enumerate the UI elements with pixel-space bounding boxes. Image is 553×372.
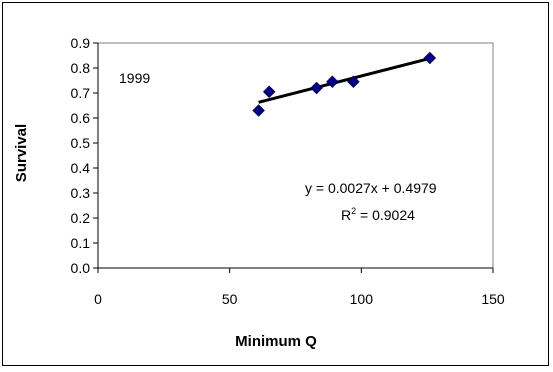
y-tick-label: 0.8 xyxy=(71,60,91,76)
year-annotation: 1999 xyxy=(119,70,150,86)
trendline xyxy=(258,57,431,104)
y-tick-label: 0.0 xyxy=(71,260,91,276)
r-squared-value: = 0.9024 xyxy=(356,207,415,223)
r-squared-prefix: R xyxy=(341,207,351,223)
x-tick-label: 0 xyxy=(94,291,102,307)
data-point-diamond xyxy=(252,104,265,117)
equation-annotation: y = 0.0027x + 0.4979 xyxy=(305,180,437,196)
x-tick-label: 100 xyxy=(350,291,374,307)
chart-svg: 0.0 0.1 0.2 0.3 0.4 0.5 0.6 0.7 0.8 0.9 0 50 100 150… xyxy=(13,35,505,350)
x-tick-label: 50 xyxy=(222,291,238,307)
y-axis: 0.0 0.1 0.2 0.3 0.4 0.5 0.6 0.7 0.8 0.9 xyxy=(71,35,99,276)
data-point-diamond xyxy=(423,51,437,65)
x-tick-label: 150 xyxy=(481,291,505,307)
y-tick-label: 0.7 xyxy=(71,85,91,101)
data-point-diamond xyxy=(310,81,323,95)
r-squared-superscript: 2 xyxy=(351,206,356,216)
chart-frame: 0.0 0.1 0.2 0.3 0.4 0.5 0.6 0.7 0.8 0.9 0 50 100 150… xyxy=(2,2,549,366)
data-point-diamond xyxy=(262,85,276,99)
plot-area xyxy=(97,42,494,269)
y-tick-label: 0.2 xyxy=(71,210,91,226)
y-axis-title: Survival xyxy=(13,124,30,182)
y-tick-label: 0.6 xyxy=(71,110,91,126)
data-point-diamond xyxy=(347,75,360,89)
r-squared-annotation: R2 = 0.9024 xyxy=(341,206,415,223)
y-tick-label: 0.9 xyxy=(71,35,91,51)
x-axis: 0 50 100 150 xyxy=(94,267,505,307)
y-tick-label: 0.3 xyxy=(71,185,91,201)
y-tick-label: 0.5 xyxy=(71,135,91,151)
data-points xyxy=(252,51,437,117)
y-tick-label: 0.4 xyxy=(71,160,91,176)
data-point-diamond xyxy=(326,75,339,89)
y-tick-label: 0.1 xyxy=(71,235,91,251)
x-axis-title: Minimum Q xyxy=(235,333,317,350)
